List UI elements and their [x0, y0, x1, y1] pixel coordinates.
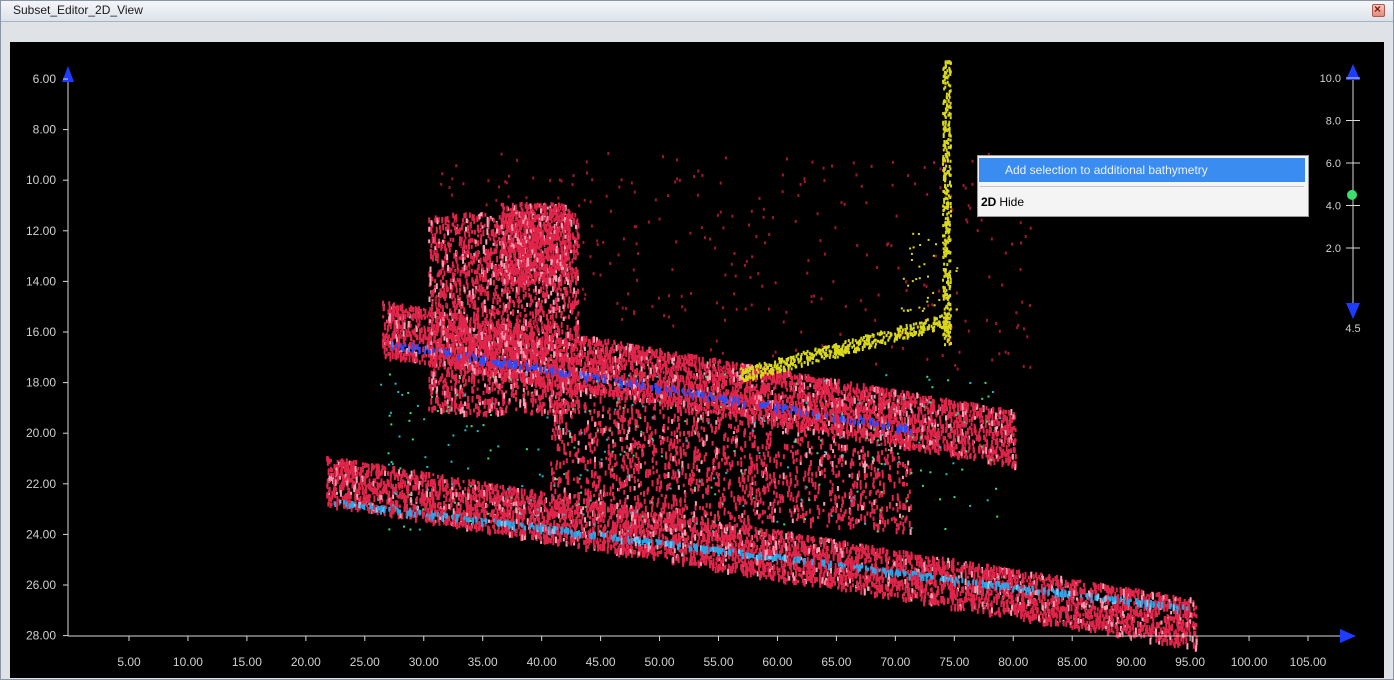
menu-item-label: Add selection to additional bathymetry: [1005, 163, 1208, 177]
x-tick-label: 95.00: [1175, 655, 1205, 669]
menu-item-add-to-bathymetry[interactable]: Add selection to additional bathymetry: [979, 158, 1305, 182]
menu-item-2d-hide[interactable]: 2D Hide: [979, 190, 1305, 214]
x-tick-label: 100.00: [1231, 655, 1268, 669]
x-tick-label: 35.00: [468, 655, 498, 669]
axes: 5.00 10.00 15.00 20.00 25.00 30.00 35.00 40.00 4…: [26, 66, 1356, 669]
scale-handle[interactable]: [1347, 189, 1357, 200]
x-tick-label: 105.00: [1290, 655, 1327, 669]
menu-separator: [980, 186, 1304, 187]
title-bar[interactable]: Subset_Editor_2D_View ×: [1, 1, 1393, 22]
scale-tick-label: 4.0: [1326, 201, 1341, 213]
scale-tick-label: 10.0: [1320, 73, 1341, 85]
x-tick-label: 20.00: [291, 655, 321, 669]
x-tick-label: 75.00: [939, 655, 969, 669]
x-tick-label: 80.00: [998, 655, 1028, 669]
sounding-points: [326, 60, 1198, 652]
x-tick-label: 45.00: [586, 655, 616, 669]
x-tick-label: 30.00: [409, 655, 439, 669]
y-tick-label: 12.00: [26, 224, 56, 238]
x-tick-label: 55.00: [703, 655, 733, 669]
y-tick-label: 28.00: [26, 629, 56, 643]
scale-bottom-label: 4.5: [1345, 323, 1360, 335]
y-tick-label: 16.00: [26, 325, 56, 339]
plot-canvas[interactable]: 5.00 10.00 15.00 20.00 25.00 30.00 35.00 40.00 4…: [10, 42, 1384, 678]
x-tick-label: 60.00: [762, 655, 792, 669]
x-tick-label: 70.00: [880, 655, 910, 669]
x-tick-label: 90.00: [1116, 655, 1146, 669]
x-tick-label: 85.00: [1057, 655, 1087, 669]
y-tick-label: 10.00: [26, 173, 56, 187]
y-tick-label: 6.00: [33, 72, 57, 86]
scale-tick-label: 6.0: [1326, 158, 1341, 170]
x-tick-label: 50.00: [645, 655, 675, 669]
x-tick-label: 15.00: [232, 655, 262, 669]
y-tick-label: 20.00: [26, 426, 56, 440]
y-axis-arrow-icon: [62, 66, 74, 82]
y-tick-label: 24.00: [26, 527, 56, 541]
scale-tick-label: 2.0: [1326, 243, 1341, 255]
scale-tick-label: 8.0: [1326, 116, 1341, 128]
close-icon[interactable]: ×: [1372, 2, 1385, 17]
depth-scale-bar[interactable]: 10.0 8.0 6.0 4.0 2.0 4.5: [1320, 64, 1361, 335]
y-tick-label: 14.00: [26, 274, 56, 288]
y-tick-label: 18.00: [26, 376, 56, 390]
scale-top-arrow-icon: [1346, 64, 1360, 80]
point-cloud-plot[interactable]: 5.00 10.00 15.00 20.00 25.00 30.00 35.00 40.00 4…: [10, 42, 1384, 678]
x-tick-label: 65.00: [821, 655, 851, 669]
x-tick-label: 40.00: [527, 655, 557, 669]
x-tick-label: 5.00: [117, 655, 141, 669]
menu-item-prefix: 2D: [981, 195, 997, 209]
x-axis-arrow-icon: [1340, 629, 1356, 643]
y-tick-label: 8.00: [33, 123, 57, 137]
scale-bottom-arrow-icon: [1346, 303, 1360, 319]
window-title: Subset_Editor_2D_View: [13, 3, 143, 17]
menu-item-label: Hide: [999, 195, 1025, 209]
y-tick-label: 26.00: [26, 578, 56, 592]
context-menu: Add selection to additional bathymetry 2…: [977, 155, 1309, 217]
y-tick-label: 22.00: [26, 477, 56, 491]
x-tick-label: 10.00: [173, 655, 203, 669]
x-tick-label: 25.00: [350, 655, 380, 669]
